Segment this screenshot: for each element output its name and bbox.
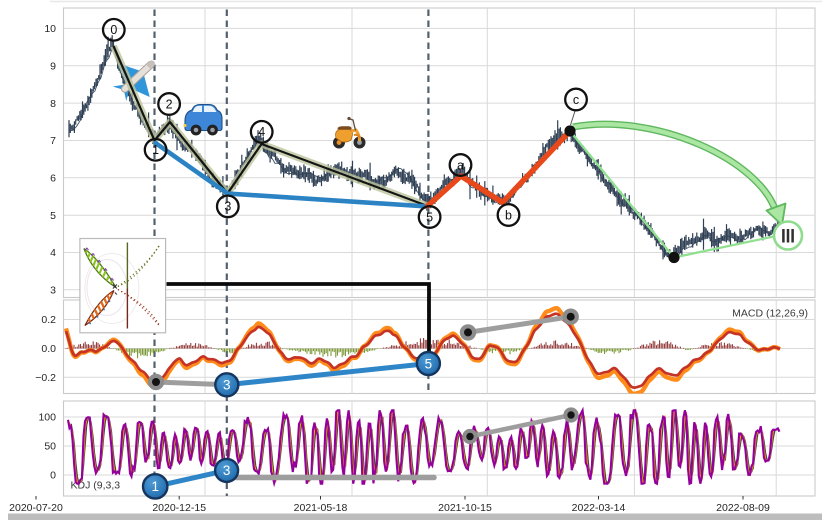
svg-text:KDJ (9,3,3: KDJ (9,3,3 [71,480,121,492]
svg-text:c: c [573,93,579,107]
svg-text:1: 1 [152,143,159,157]
svg-text:10: 10 [44,23,56,35]
svg-text:5: 5 [50,210,56,222]
svg-text:0: 0 [110,23,117,37]
svg-text:8: 8 [50,98,56,110]
svg-text:a: a [457,158,464,172]
svg-text:3: 3 [50,285,56,297]
svg-text:2020-07-20: 2020-07-20 [9,502,63,514]
svg-text:3: 3 [224,200,231,214]
svg-text:5: 5 [425,356,433,371]
svg-text:3: 3 [223,463,231,478]
svg-text:50: 50 [44,441,56,453]
svg-text:7: 7 [50,135,56,147]
svg-text:−0.2: −0.2 [35,372,56,384]
svg-text:0: 0 [50,470,56,482]
svg-text:5: 5 [426,210,433,224]
svg-text:9: 9 [50,60,56,72]
svg-text:0.0: 0.0 [41,343,56,355]
svg-text:1: 1 [151,479,159,494]
svg-text:b: b [505,208,512,222]
svg-text:2021-10-15: 2021-10-15 [438,502,492,514]
svg-text:0.2: 0.2 [41,314,56,326]
svg-text:6: 6 [50,173,56,185]
svg-text:4: 4 [50,247,56,259]
svg-text:3: 3 [223,378,231,393]
svg-text:4: 4 [258,125,265,139]
svg-text:2022-08-09: 2022-08-09 [716,502,770,514]
svg-text:100: 100 [38,412,56,424]
svg-text:2: 2 [166,97,173,111]
svg-text:2021-05-18: 2021-05-18 [294,502,348,514]
svg-text:2020-12-15: 2020-12-15 [152,502,206,514]
svg-text:MACD (12,26,9): MACD (12,26,9) [732,308,808,320]
svg-text:2022-03-14: 2022-03-14 [572,502,626,514]
